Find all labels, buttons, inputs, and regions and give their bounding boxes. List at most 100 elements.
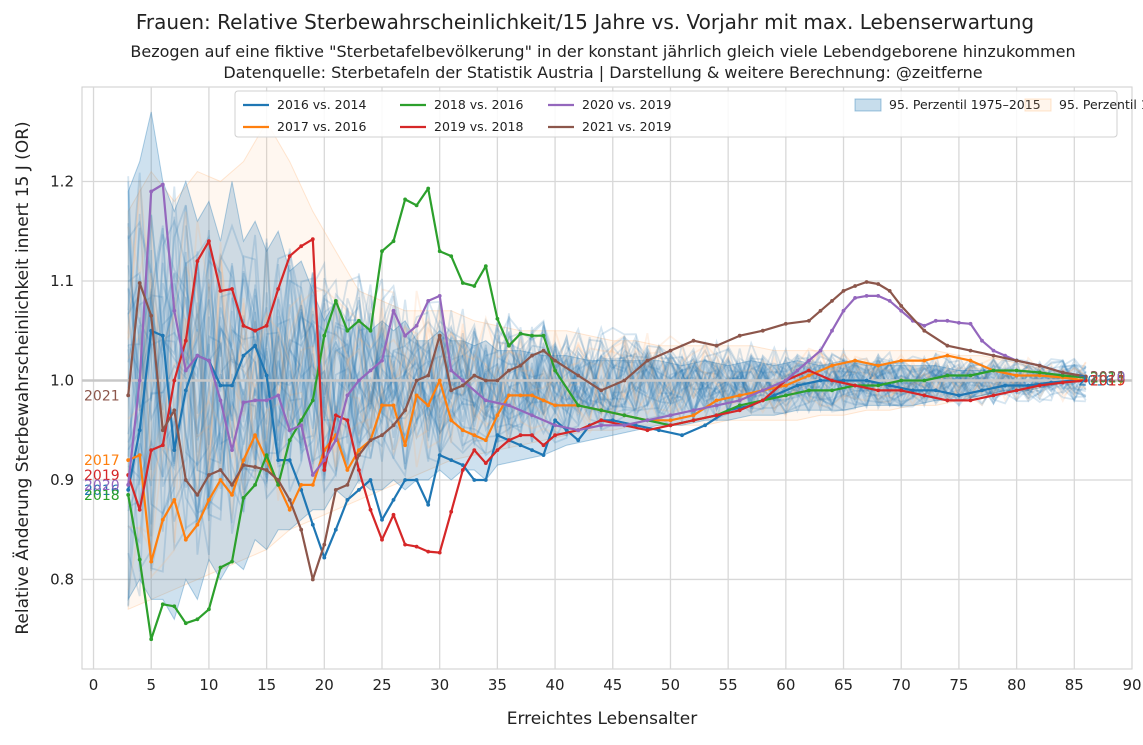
data-point [380, 249, 384, 254]
background-trace [127, 242, 1087, 532]
background-trace [127, 205, 1087, 490]
data-point [218, 565, 223, 570]
data-point [737, 403, 742, 408]
plot-content [82, 111, 1132, 642]
data-point [922, 328, 927, 333]
data-point [483, 378, 488, 383]
data-point [126, 393, 131, 398]
legend-swatch [1024, 98, 1052, 112]
x-tick-label: 5 [146, 676, 156, 694]
data-point [391, 423, 396, 428]
data-point [449, 368, 454, 373]
data-point [426, 502, 431, 507]
background-trace [127, 272, 1087, 488]
data-point [622, 413, 627, 418]
data-point [449, 388, 454, 393]
data-point [333, 527, 338, 532]
x-tick-label: 20 [315, 676, 334, 694]
data-point [287, 438, 292, 443]
data-point [541, 453, 546, 457]
data-point [195, 522, 200, 527]
data-point [357, 488, 361, 492]
data-point [426, 299, 431, 303]
data-point [183, 338, 188, 343]
start-label: 2018 [84, 488, 120, 504]
data-point [403, 197, 407, 202]
data-point [449, 418, 454, 423]
legend-label: 2017 vs. 2016 [277, 119, 367, 134]
x-tick-label: 85 [1065, 676, 1084, 694]
data-point [703, 423, 707, 428]
y-tick-label: 1.0 [50, 371, 74, 389]
data-point [645, 428, 650, 433]
data-point [910, 388, 915, 393]
end-label: 2016 [1078, 373, 1114, 389]
data-point [783, 393, 788, 398]
data-point [126, 488, 131, 492]
data-point [737, 398, 742, 403]
data-point [368, 328, 373, 333]
data-point [357, 378, 361, 383]
data-point [737, 408, 742, 413]
data-point [253, 465, 257, 469]
background-trace [127, 214, 1087, 534]
x-tick-label: 50 [661, 676, 680, 694]
data-point [507, 438, 511, 443]
background-trace [127, 257, 1087, 465]
data-point [207, 607, 211, 612]
data-point [460, 428, 465, 433]
data-point [310, 398, 315, 403]
data-point [980, 338, 984, 343]
data-point [783, 383, 788, 388]
data-point [391, 512, 396, 517]
data-point [957, 393, 961, 398]
data-point [576, 438, 581, 443]
series-lines [126, 182, 1088, 642]
data-point [137, 507, 142, 512]
legend-label: 2020 vs. 2019 [582, 97, 672, 112]
data-point [1014, 388, 1019, 393]
chart-subtitle-line1: Bezogen auf eine fiktive "Sterbetafelbev… [130, 42, 1075, 61]
data-point [922, 393, 927, 398]
data-point [368, 507, 373, 512]
data-point [137, 378, 142, 383]
data-point [818, 378, 823, 383]
data-point [368, 438, 373, 443]
data-point [195, 493, 200, 497]
data-point [287, 458, 292, 462]
data-point [691, 338, 696, 343]
background-trace [127, 225, 1087, 493]
data-point [137, 428, 142, 433]
data-point [357, 448, 361, 452]
data-point [853, 296, 857, 300]
data-point [968, 321, 973, 326]
end-label: 2018 [1090, 371, 1126, 387]
data-point [680, 433, 684, 438]
data-point [230, 483, 234, 487]
data-point [172, 308, 177, 313]
legend-label: 95. Perzentil 1975–2015 [889, 97, 1041, 112]
data-point [345, 418, 350, 423]
data-point [518, 433, 523, 438]
data-point [218, 383, 223, 388]
data-point [310, 237, 315, 242]
data-point [657, 428, 661, 433]
data-point [449, 509, 454, 514]
data-point [345, 328, 350, 333]
data-point [218, 289, 223, 293]
data-point [414, 378, 419, 383]
data-point [807, 368, 811, 373]
data-point [668, 413, 673, 418]
data-point [772, 393, 777, 398]
data-point [795, 383, 800, 388]
legend-box [234, 90, 1118, 138]
background-trace [127, 273, 1087, 572]
x-tick-label: 10 [199, 676, 218, 694]
data-point [899, 388, 904, 393]
data-point [345, 468, 350, 472]
data-point [460, 468, 465, 472]
data-point [241, 458, 246, 462]
data-point [830, 299, 834, 303]
data-point [830, 378, 834, 383]
